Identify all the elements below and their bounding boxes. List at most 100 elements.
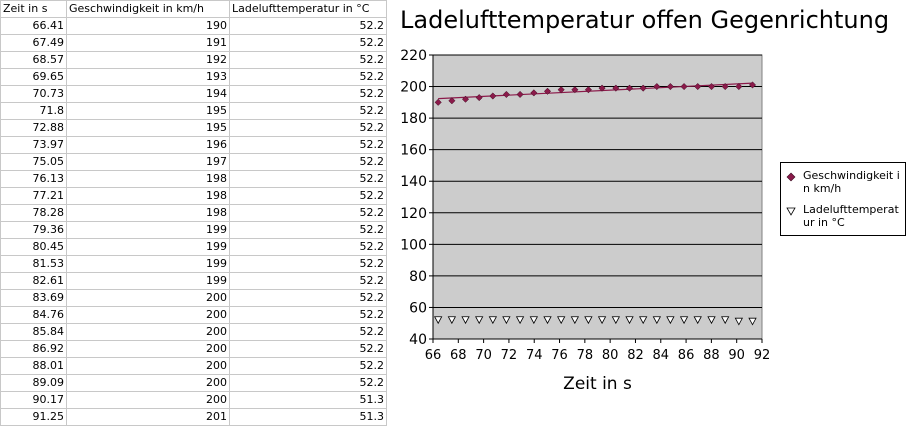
table-row: 91.25 201 51.3 xyxy=(0,408,387,426)
table-cell[interactable]: 79.36 xyxy=(0,221,67,239)
data-point-speed xyxy=(557,86,565,94)
table-cell[interactable]: 193 xyxy=(66,68,230,86)
legend-label-speed: Geschwindigkeit in km/h xyxy=(803,169,900,195)
data-point-speed xyxy=(598,84,606,92)
table-cell[interactable]: 198 xyxy=(66,170,230,188)
x-tick-label: 92 xyxy=(754,348,771,363)
plot-area xyxy=(432,54,763,340)
y-tick-label: 160 xyxy=(400,143,427,159)
data-point-speed xyxy=(639,84,647,92)
data-point-temperature xyxy=(488,316,498,325)
table-cell[interactable]: 81.53 xyxy=(0,255,67,273)
data-point-temperature xyxy=(461,316,470,325)
x-tick-label: 78 xyxy=(577,348,594,363)
legend-label-temperature: Ladelufttemperatur in °C xyxy=(803,203,899,229)
x-tick-label: 86 xyxy=(678,348,695,363)
table-cell[interactable]: 52.2 xyxy=(229,85,387,103)
table-cell[interactable]: 72.88 xyxy=(0,119,67,137)
data-point-speed xyxy=(707,83,716,91)
table-cell[interactable]: 83.69 xyxy=(0,289,67,307)
table-cell[interactable]: 190 xyxy=(66,17,230,35)
x-tick-label: 72 xyxy=(501,348,518,363)
data-point-speed xyxy=(680,83,688,91)
table-cell[interactable]: 201 xyxy=(66,408,230,426)
table-cell[interactable]: 51.3 xyxy=(229,408,387,426)
x-axis-label: Zeit in s xyxy=(563,374,632,394)
legend-item-temperature: Ladelufttemperatur in °C xyxy=(785,203,901,229)
table-cell[interactable]: 52.2 xyxy=(229,170,387,188)
data-point-temperature xyxy=(625,316,634,325)
data-point-temperature xyxy=(707,316,716,325)
table-cell[interactable]: 85.84 xyxy=(0,323,67,341)
table-row: 66.41 190 52.2 xyxy=(0,17,387,35)
data-point-temperature xyxy=(434,316,443,325)
y-tick-label: 120 xyxy=(400,206,427,222)
table-cell[interactable]: 52.2 xyxy=(229,34,387,52)
data-point-temperature xyxy=(734,317,744,326)
diamond-marker-icon xyxy=(786,172,796,182)
x-tick-label: 74 xyxy=(526,348,543,363)
data-point-speed xyxy=(516,90,524,98)
data-point-temperature xyxy=(693,316,702,325)
table-cell[interactable]: 73.97 xyxy=(0,136,67,154)
table-cell[interactable]: 91.25 xyxy=(0,408,67,426)
data-point-temperature xyxy=(748,317,757,326)
data-point-temperature xyxy=(570,316,580,325)
data-point-temperature xyxy=(652,316,662,325)
data-point-speed xyxy=(434,98,442,106)
table-cell[interactable]: 70.73 xyxy=(0,85,67,103)
chart-title: Ladelufttemperatur offen Gegenrichtung xyxy=(400,6,890,34)
table-cell[interactable]: 68.57 xyxy=(0,51,67,69)
x-tick-label: 66 xyxy=(425,348,442,363)
data-point-speed xyxy=(461,95,470,103)
x-tick-label: 76 xyxy=(551,348,568,363)
y-tick-label: 220 xyxy=(400,48,427,64)
table-cell[interactable]: 52.2 xyxy=(229,136,387,154)
data-point-temperature xyxy=(666,316,675,325)
table-row: 70.73 194 52.2 xyxy=(0,85,387,103)
x-tick-label: 84 xyxy=(652,348,669,363)
table-cell[interactable]: 52.2 xyxy=(229,289,387,307)
table-row: 77.21 198 52.2 xyxy=(0,187,387,205)
data-point-speed xyxy=(475,94,483,102)
data-point-speed xyxy=(735,83,743,91)
table-cell[interactable]: 52.2 xyxy=(229,187,387,205)
data-point-speed xyxy=(489,92,497,100)
data-point-speed xyxy=(584,86,592,94)
table-cell[interactable]: 84.76 xyxy=(0,306,67,324)
table-cell[interactable]: 194 xyxy=(66,85,230,103)
data-point-temperature xyxy=(679,316,689,325)
data-point-speed xyxy=(625,84,634,92)
chart-legend: Geschwindigkeit in km/h Ladelufttemperat… xyxy=(780,162,906,236)
table-row: 85.84 200 52.2 xyxy=(0,323,387,341)
y-tick-label: 200 xyxy=(400,80,427,96)
data-point-speed xyxy=(748,81,757,89)
table-row: 83.69 200 52.2 xyxy=(0,289,387,307)
data-point-temperature xyxy=(515,316,525,325)
table-cell[interactable]: 200 xyxy=(66,340,230,358)
table-row: 73.97 196 52.2 xyxy=(0,136,387,154)
table-cell[interactable]: 69.65 xyxy=(0,68,67,86)
y-tick-label: 80 xyxy=(409,269,427,285)
data-point-temperature xyxy=(529,316,539,325)
table-cell[interactable]: 200 xyxy=(66,306,230,324)
data-point-speed xyxy=(694,83,702,91)
data-point-temperature xyxy=(502,316,511,325)
data-point-temperature xyxy=(557,316,566,325)
x-tick-label: 82 xyxy=(627,348,644,363)
y-tick-label: 140 xyxy=(400,174,427,190)
data-point-temperature xyxy=(721,316,730,325)
data-point-speed xyxy=(666,83,674,91)
table-cell[interactable]: 195 xyxy=(66,102,230,120)
data-point-speed xyxy=(543,87,552,95)
table-cell[interactable]: 89.09 xyxy=(0,374,67,392)
table-row: 71.8 195 52.2 xyxy=(0,102,387,120)
data-point-speed xyxy=(612,84,620,92)
data-point-temperature xyxy=(584,316,593,325)
x-tick-label: 88 xyxy=(703,348,720,363)
table-row: 80.45 199 52.2 xyxy=(0,238,387,256)
y-tick-label: 40 xyxy=(409,332,427,348)
data-point-temperature xyxy=(447,316,457,325)
table-row: 84.76 200 52.2 xyxy=(0,306,387,324)
x-tick-label: 68 xyxy=(450,348,467,363)
